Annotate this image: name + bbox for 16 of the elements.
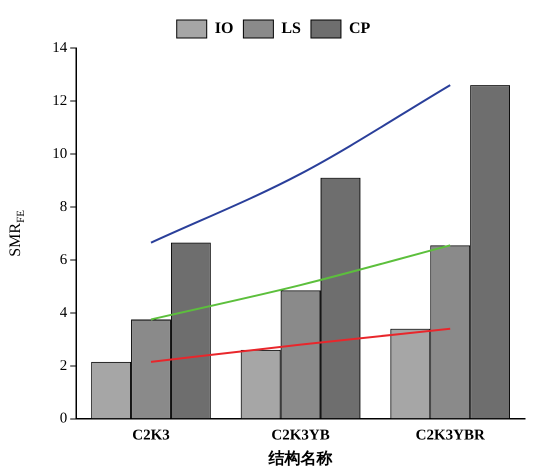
legend-label: LS [281, 20, 302, 38]
x-axis-title: 结构名称 [268, 450, 333, 468]
legend-label: CP [348, 20, 371, 38]
legend-label: IO [214, 20, 234, 38]
x-tick-label: C2K3YB [271, 428, 330, 444]
y-tick-label: 14 [52, 40, 68, 56]
y-tick-label: 12 [52, 92, 68, 109]
y-tick-label: 0 [60, 410, 68, 427]
y-tick-label: 4 [60, 304, 68, 321]
x-tick-label: C2K3YBR [416, 428, 485, 444]
y-tick-label: 8 [60, 198, 68, 215]
x-tick-label: C2K3 [132, 428, 170, 444]
y-tick-label: 10 [52, 146, 68, 162]
y-tick-label: 2 [60, 358, 68, 374]
y-axis-title: SMRFE [7, 210, 27, 257]
y-tick-label: 6 [60, 252, 68, 268]
